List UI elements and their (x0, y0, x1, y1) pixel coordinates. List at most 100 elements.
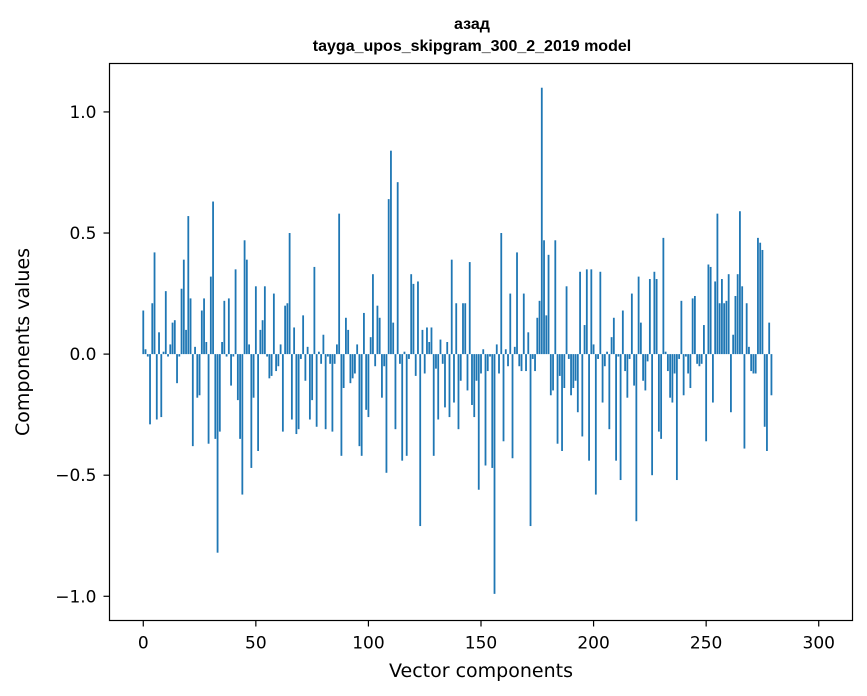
bar-component-271 (752, 354, 755, 374)
y-tick-label: 0.5 (69, 224, 96, 244)
bar-component-4 (151, 303, 154, 355)
bar-component-254 (714, 281, 717, 355)
bar-component-237 (675, 354, 678, 481)
y-tick-label: −0.5 (55, 466, 96, 486)
bar-component-158 (498, 354, 500, 374)
bar-component-54 (263, 286, 266, 355)
bar-component-147 (473, 354, 476, 418)
bar-component-155 (491, 354, 494, 468)
bar-component-107 (383, 354, 386, 367)
bar-component-143 (464, 303, 467, 355)
bar-component-240 (682, 354, 685, 396)
bar-component-275 (761, 249, 764, 355)
bar-component-61 (279, 344, 282, 355)
bar-component-77 (315, 354, 318, 427)
bar-component-210 (615, 354, 617, 461)
bar-component-48 (250, 354, 253, 468)
bar-component-157 (495, 344, 498, 355)
bar-component-66 (290, 354, 293, 420)
bar-component-212 (619, 354, 622, 481)
bar-component-242 (687, 354, 690, 374)
bar-component-121 (414, 354, 417, 376)
bar-component-144 (466, 354, 469, 391)
bar-component-138 (453, 354, 455, 403)
x-tick-label: 200 (577, 634, 609, 654)
bar-component-36 (223, 300, 226, 355)
bar-component-24 (196, 354, 199, 398)
bar-component-81 (324, 354, 327, 430)
bar-component-249 (703, 325, 705, 355)
bar-component-165 (513, 346, 516, 355)
bar-component-217 (630, 293, 633, 355)
bar-component-69 (297, 354, 300, 430)
bar-component-228 (655, 279, 658, 355)
plot-frame (108, 62, 854, 622)
bar-component-80 (322, 334, 325, 355)
bar-component-125 (423, 354, 426, 374)
bar-component-219 (635, 354, 638, 522)
bar-component-85 (333, 354, 336, 364)
bar-component-250 (705, 354, 708, 442)
bar-component-214 (624, 354, 626, 372)
x-axis-label: Vector components (389, 660, 573, 682)
bar-component-268 (745, 303, 748, 355)
bar-component-256 (718, 303, 721, 355)
bar-component-72 (304, 354, 307, 381)
bar-component-38 (227, 298, 230, 355)
bar-component-220 (637, 276, 640, 355)
bar-component-279 (770, 354, 773, 396)
bar-component-163 (509, 293, 512, 355)
bar-component-102 (372, 274, 374, 355)
bar-component-267 (743, 354, 746, 449)
bar-component-261 (730, 354, 732, 413)
bar-component-78 (317, 351, 320, 355)
bar-component-243 (689, 354, 692, 389)
bar-component-178 (543, 240, 545, 355)
bar-component-21 (189, 298, 192, 355)
bar-component-276 (763, 354, 766, 427)
bar-component-46 (245, 259, 248, 355)
bar-component-255 (716, 213, 719, 355)
bar-component-161 (504, 349, 507, 355)
bar-component-60 (277, 354, 280, 367)
x-axis-ticks: 0 50 100 150 200 250 300 (138, 620, 835, 654)
bar-component-106 (381, 354, 383, 398)
bar-component-190 (570, 354, 572, 396)
bar-component-95 (356, 344, 359, 355)
chart-title: азад (454, 16, 490, 33)
bar-component-115 (401, 354, 404, 461)
bar-component-96 (358, 354, 361, 447)
bar-component-39 (230, 354, 232, 386)
bar-component-127 (428, 342, 431, 355)
bar-component-187 (563, 354, 566, 389)
bar-component-89 (342, 354, 345, 389)
bar-component-227 (653, 271, 656, 355)
bar-component-259 (725, 300, 728, 355)
bar-component-84 (331, 354, 334, 432)
bar-component-229 (657, 354, 660, 432)
bar-component-270 (750, 354, 753, 372)
bar-component-265 (739, 211, 741, 355)
bar-component-211 (617, 354, 620, 357)
bar-component-111 (392, 322, 395, 355)
bar-component-223 (644, 354, 647, 391)
bar-component-120 (412, 283, 415, 355)
bar-component-11 (167, 354, 169, 357)
bar-component-222 (642, 354, 645, 381)
bar-component-224 (646, 354, 649, 362)
bar-component-191 (572, 354, 575, 389)
bar-component-20 (187, 216, 190, 355)
bar-component-63 (284, 305, 287, 355)
bar-component-16 (178, 354, 181, 357)
bar-component-262 (732, 334, 735, 355)
bar-component-91 (347, 329, 350, 355)
bar-component-148 (475, 354, 478, 381)
bar-component-73 (306, 346, 309, 355)
bar-component-273 (757, 237, 759, 355)
bar-component-216 (628, 354, 631, 359)
bar-component-56 (268, 354, 271, 379)
bar-component-123 (419, 354, 422, 527)
bar-component-145 (468, 262, 471, 355)
bar-component-19 (185, 329, 187, 355)
bar-component-171 (527, 332, 530, 355)
